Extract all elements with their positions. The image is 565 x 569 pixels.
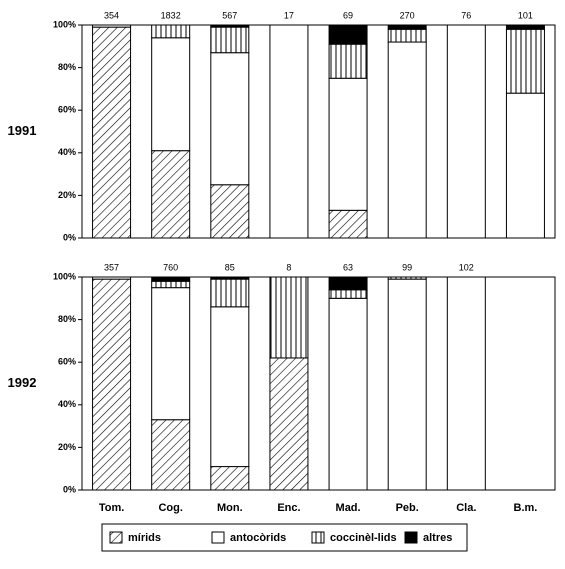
bar-count-label: 76 bbox=[461, 10, 471, 20]
bar-segment bbox=[269, 24, 309, 239]
legend-label: antocòrids bbox=[230, 532, 286, 544]
legend-label: mírids bbox=[128, 532, 161, 544]
bar-segment bbox=[505, 92, 545, 239]
x-tick-label: Cog. bbox=[158, 502, 182, 514]
bar-segment bbox=[446, 24, 486, 239]
legend-swatch bbox=[109, 531, 123, 544]
bar-segment bbox=[151, 276, 191, 282]
bar-segment bbox=[269, 276, 309, 359]
bar-segment bbox=[328, 77, 368, 211]
y-tick-label: 60% bbox=[58, 357, 76, 367]
bar-segment bbox=[328, 289, 368, 299]
x-tick-label: Peb. bbox=[396, 502, 419, 514]
legend-swatch bbox=[404, 531, 418, 544]
plot-frame bbox=[81, 276, 556, 491]
bar-segment bbox=[387, 41, 427, 239]
bar-count-label: 270 bbox=[400, 10, 415, 20]
y-tick-label: 100% bbox=[53, 19, 76, 29]
bar-count-label: 101 bbox=[518, 10, 533, 20]
y-tick-label: 40% bbox=[58, 399, 76, 409]
bar-segment bbox=[92, 276, 132, 280]
legend-label: altres bbox=[423, 532, 452, 544]
bar-segment bbox=[269, 357, 309, 491]
bar-segment bbox=[210, 26, 250, 54]
bar-count-label: 567 bbox=[222, 10, 237, 20]
bar-segment bbox=[328, 297, 368, 491]
y-tick-label: 20% bbox=[58, 442, 76, 452]
bar-segment bbox=[387, 276, 427, 280]
bar-count-label: 357 bbox=[104, 262, 119, 272]
bar-segment bbox=[446, 276, 486, 491]
x-tick-label: B.m. bbox=[514, 502, 538, 514]
bar-segment bbox=[387, 278, 427, 491]
bar-segment bbox=[151, 37, 191, 152]
x-tick-label: Cla. bbox=[456, 502, 476, 514]
y-tick-label: 80% bbox=[58, 314, 76, 324]
bar-segment bbox=[151, 24, 191, 39]
panel-title: 1991 bbox=[8, 123, 37, 138]
panel-title: 1992 bbox=[8, 375, 37, 390]
y-tick-label: 80% bbox=[58, 62, 76, 72]
bar-count-label: 17 bbox=[284, 10, 294, 20]
bar-segment bbox=[387, 28, 427, 43]
bar-segment bbox=[210, 466, 250, 491]
bar-segment bbox=[92, 26, 132, 239]
bar-count-label: 99 bbox=[402, 262, 412, 272]
bar-segment bbox=[151, 280, 191, 289]
x-tick-label: Mad. bbox=[336, 502, 361, 514]
y-tick-label: 40% bbox=[58, 147, 76, 157]
y-tick-label: 100% bbox=[53, 271, 76, 281]
bar-count-label: 102 bbox=[459, 262, 474, 272]
bar-segment bbox=[92, 278, 132, 491]
bar-segment bbox=[210, 184, 250, 239]
y-tick-label: 20% bbox=[58, 190, 76, 200]
bar-count-label: 69 bbox=[343, 10, 353, 20]
bar-segment bbox=[210, 278, 250, 308]
bar-segment bbox=[387, 24, 427, 30]
bar-segment bbox=[151, 150, 191, 239]
bar-segment bbox=[328, 209, 368, 239]
bar-segment bbox=[505, 28, 545, 94]
legend-swatch bbox=[211, 531, 225, 544]
bar-count-label: 760 bbox=[163, 262, 178, 272]
bar-segment bbox=[210, 276, 250, 280]
bar-segment bbox=[328, 43, 368, 79]
legend-swatch bbox=[311, 531, 325, 544]
bar-count-label: 8 bbox=[286, 262, 291, 272]
bar-segment bbox=[210, 24, 250, 28]
y-tick-label: 60% bbox=[58, 105, 76, 115]
bar-count-label: 63 bbox=[343, 262, 353, 272]
y-tick-label: 0% bbox=[63, 232, 76, 242]
bar-count-label: 1832 bbox=[161, 10, 181, 20]
bar-count-label: 354 bbox=[104, 10, 119, 20]
x-tick-label: Tom. bbox=[99, 502, 124, 514]
bar-segment bbox=[505, 24, 545, 30]
bar-count-label: 85 bbox=[225, 262, 235, 272]
bar-segment bbox=[210, 52, 250, 186]
y-tick-label: 0% bbox=[63, 484, 76, 494]
legend-label: coccinèl-lids bbox=[330, 532, 397, 544]
bar-segment bbox=[151, 419, 191, 491]
bar-segment bbox=[328, 24, 368, 45]
bar-segment bbox=[92, 24, 132, 28]
bar-segment bbox=[151, 287, 191, 421]
plot-frame bbox=[81, 24, 556, 239]
x-tick-label: Enc. bbox=[277, 502, 300, 514]
bar-segment bbox=[210, 306, 250, 468]
x-tick-label: Mon. bbox=[217, 502, 243, 514]
bar-segment bbox=[328, 276, 368, 291]
